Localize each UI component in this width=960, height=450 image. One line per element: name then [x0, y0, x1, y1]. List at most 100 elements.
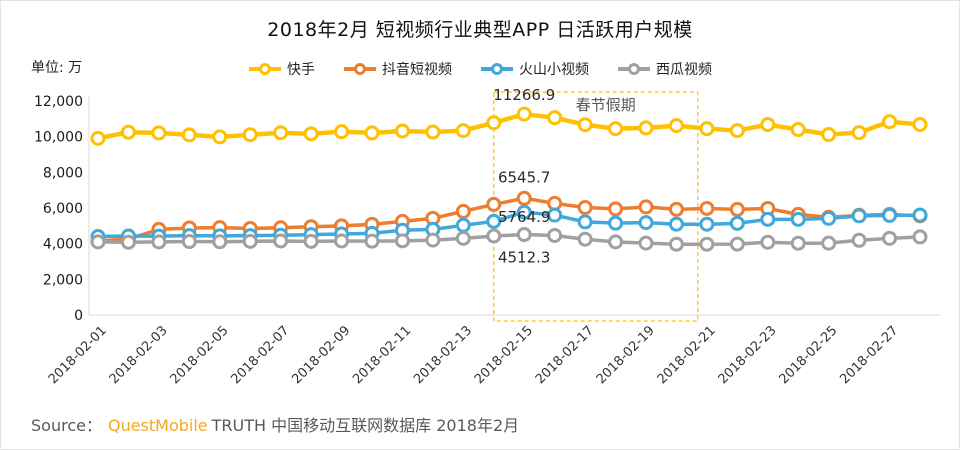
data-point-douyin — [516, 190, 532, 206]
data-point-huoshan — [516, 204, 532, 220]
data-point-xigua — [912, 229, 928, 245]
data-point-xigua — [273, 233, 289, 249]
data-point-kuaishou — [790, 122, 806, 138]
data-point-kuaishou — [729, 123, 745, 139]
x-tick-label: 2018-02-25 — [776, 323, 840, 387]
data-point-douyin — [608, 201, 624, 217]
data-point-xigua — [151, 234, 167, 250]
data-point-kuaishou — [699, 121, 715, 137]
data-point-huoshan — [486, 213, 502, 229]
data-point-huoshan — [851, 208, 867, 224]
y-tick-label: 12,000 — [34, 94, 83, 110]
data-point-douyin — [699, 200, 715, 216]
data-point-kuaishou — [455, 123, 471, 139]
series-line-xigua — [96, 232, 922, 246]
y-tick-label: 10,000 — [34, 130, 83, 146]
data-point-kuaishou — [851, 125, 867, 141]
data-point-huoshan — [882, 207, 898, 223]
data-point-xigua — [729, 236, 745, 252]
data-point-kuaishou — [608, 121, 624, 137]
legend: 快手 抖音短视频 火山小视频 西瓜视频 — [1, 59, 959, 79]
data-point-kuaishou — [334, 124, 350, 140]
data-point-xigua — [668, 236, 684, 252]
data-point-douyin — [729, 201, 745, 217]
x-tick-label: 2018-02-01 — [46, 323, 110, 387]
legend-dot — [354, 63, 366, 75]
x-tick-label: 2018-02-23 — [716, 323, 780, 387]
data-point-kuaishou — [120, 124, 136, 140]
legend-marker-icon — [481, 63, 513, 75]
source-line: Source： QuestMobile TRUTH 中国移动互联网数据库 2018年… — [31, 412, 519, 436]
annotation-kuaishou: 11266.9 — [493, 86, 555, 104]
series-kuaishou — [90, 106, 928, 146]
series-xigua — [90, 227, 928, 252]
data-point-huoshan — [547, 207, 563, 223]
x-tick-label: 2018-02-05 — [168, 323, 232, 387]
legend-label-douyin: 抖音短视频 — [382, 62, 452, 78]
data-point-xigua — [608, 234, 624, 250]
data-point-kuaishou — [181, 127, 197, 143]
data-point-huoshan — [760, 211, 776, 227]
data-point-xigua — [760, 234, 776, 250]
data-point-xigua — [364, 233, 380, 249]
data-point-kuaishou — [638, 120, 654, 136]
data-point-kuaishou — [242, 127, 258, 143]
data-point-kuaishou — [364, 125, 380, 141]
unit-label: 单位: 万 — [31, 60, 83, 76]
chart-title: 2018年2月 短视频行业典型APP 日活跃用户规模 — [267, 19, 693, 41]
data-point-xigua — [516, 227, 532, 243]
y-tick-label: 2,000 — [43, 272, 83, 288]
annotation-douyin: 6545.7 — [498, 168, 551, 186]
legend-dot — [259, 63, 271, 75]
y-tick-label: 8,000 — [43, 165, 83, 181]
data-point-xigua — [181, 234, 197, 250]
data-point-huoshan — [455, 217, 471, 233]
data-point-xigua — [577, 231, 593, 247]
x-tick-label: 2018-02-27 — [837, 323, 901, 387]
x-tick-label: 2018-02-07 — [228, 323, 292, 387]
data-point-huoshan — [912, 207, 928, 223]
data-point-huoshan — [638, 215, 654, 231]
data-point-huoshan — [821, 210, 837, 226]
x-tick-label: 2018-02-21 — [655, 323, 719, 387]
x-tick-label: 2018-02-03 — [107, 323, 171, 387]
data-point-douyin — [668, 201, 684, 217]
data-point-xigua — [851, 232, 867, 248]
legend-marker-icon — [618, 63, 650, 75]
data-point-xigua — [486, 228, 502, 244]
data-point-xigua — [242, 233, 258, 249]
data-point-douyin — [455, 203, 471, 219]
data-point-huoshan — [699, 216, 715, 232]
data-point-kuaishou — [821, 127, 837, 143]
data-point-xigua — [212, 234, 228, 250]
data-point-xigua — [638, 235, 654, 251]
data-point-kuaishou — [394, 123, 410, 139]
series-line-douyin — [96, 196, 922, 243]
x-tick-label: 2018-02-17 — [533, 323, 597, 387]
legend-dot — [491, 63, 503, 75]
source-suffix: TRUTH 中国移动互联网数据库 2018年2月 — [211, 416, 520, 435]
data-point-kuaishou — [212, 129, 228, 145]
legend-item-huoshan: 火山小视频 — [480, 59, 589, 79]
data-point-xigua — [425, 232, 441, 248]
data-point-kuaishou — [547, 110, 563, 126]
data-point-xigua — [303, 233, 319, 249]
x-tick-label: 2018-02-13 — [411, 323, 475, 387]
y-tick-label: 6,000 — [43, 201, 83, 217]
x-tick-label: 2018-02-15 — [472, 323, 536, 387]
series-line-huoshan — [96, 210, 922, 239]
legend-marker-icon — [344, 63, 376, 75]
y-tick-label: 4,000 — [43, 237, 83, 253]
data-point-kuaishou — [760, 117, 776, 133]
legend-label-kuaishou: 快手 — [287, 62, 315, 78]
source-prefix: Source： — [31, 416, 102, 435]
data-point-kuaishou — [90, 130, 106, 146]
data-point-kuaishou — [303, 126, 319, 142]
legend-item-xigua: 西瓜视频 — [617, 59, 712, 79]
source-brand: QuestMobile — [107, 416, 208, 435]
legend-dot — [628, 63, 640, 75]
x-tick-label: 2018-02-11 — [350, 323, 414, 387]
data-point-xigua — [120, 234, 136, 250]
